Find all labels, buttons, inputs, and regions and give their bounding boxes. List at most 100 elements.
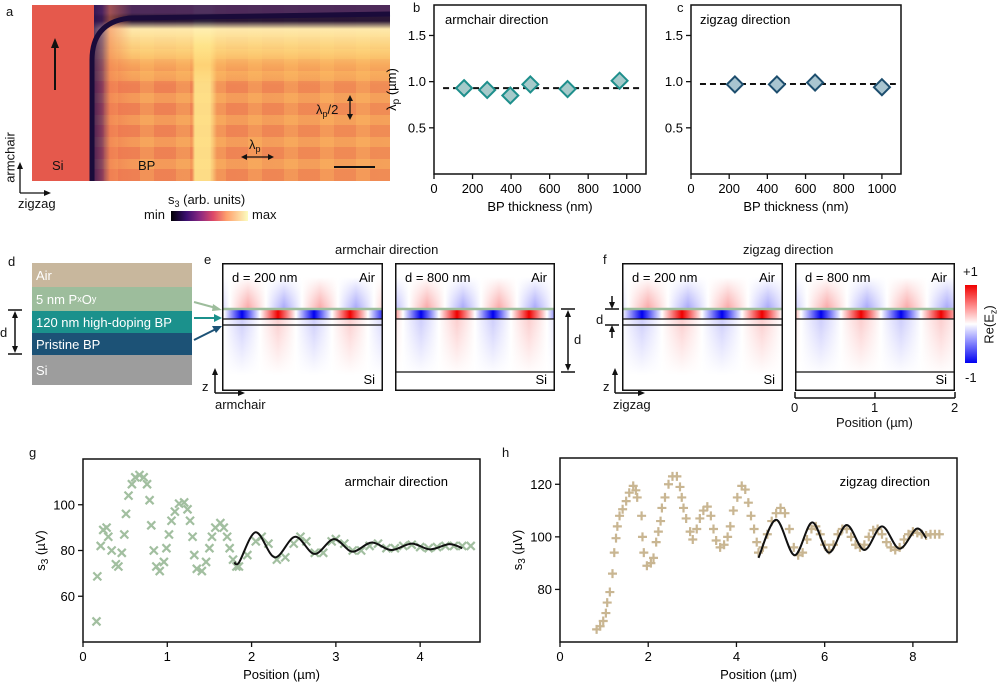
x-tick-label: 0 [79, 649, 86, 664]
x-tick-label: 4 [417, 649, 424, 664]
unit: (arb. units) [179, 192, 246, 207]
x-tick-label: 1000 [867, 181, 896, 196]
fit-curve [233, 531, 463, 566]
z-axis-label: z [603, 379, 610, 394]
data-point [179, 497, 189, 508]
data-point [767, 75, 787, 94]
data-point [664, 479, 674, 489]
data-point [197, 566, 207, 576]
data-point [877, 529, 887, 539]
data-point [872, 77, 892, 97]
data-point [618, 504, 628, 514]
data-point [805, 73, 825, 92]
arrow-head-icon [609, 325, 615, 332]
y-tick-label: 80 [538, 582, 552, 597]
arrow-head-icon [638, 390, 645, 396]
layer-air: Air [32, 263, 192, 287]
y-tick-label: 80 [61, 543, 75, 558]
wavelength-label: λp [249, 137, 261, 154]
data-point [159, 557, 169, 567]
data-point [695, 513, 705, 523]
data-point [161, 543, 172, 553]
data-point [651, 537, 661, 547]
field-map: d = 200 nm Air Si [622, 263, 783, 391]
plasmon-field-band [622, 310, 783, 319]
data-point [631, 485, 641, 495]
x-tick-label: 0 [687, 181, 694, 196]
data-point [653, 527, 663, 537]
arrow-head-icon [212, 326, 222, 333]
z-axis-label: z [202, 379, 209, 394]
data-point [607, 569, 617, 579]
si-region [32, 5, 94, 181]
arrow-head-icon [241, 154, 247, 160]
data-point [101, 522, 112, 533]
y-tick-label: 1.0 [665, 74, 683, 89]
pristine-pointer-arrow [193, 328, 217, 341]
data-point [743, 498, 753, 508]
y-label-subscript: p [391, 98, 402, 104]
data-point [310, 548, 320, 558]
data-point [144, 495, 155, 505]
data-point [149, 545, 159, 556]
data-point [615, 511, 625, 521]
arrow-head-icon [214, 314, 222, 322]
y-label-unit: (µV) [510, 530, 525, 558]
panel-label-b: b [413, 0, 421, 15]
data-point [339, 538, 350, 549]
data-point [192, 564, 202, 574]
x-tick-label: 400 [500, 181, 522, 196]
lambda-symbol: λ [249, 137, 256, 152]
data-point [92, 571, 103, 582]
data-point [280, 552, 291, 563]
x-tick-label: 4 [733, 649, 740, 664]
data-point [711, 536, 721, 546]
data-point [457, 541, 468, 551]
position-axis-label: Position (µm) [836, 415, 913, 430]
data-point [612, 521, 622, 531]
data-point [146, 520, 157, 531]
data-point [709, 524, 719, 534]
data-point [127, 479, 137, 489]
arrow-head-icon [12, 311, 18, 318]
colorbar-a [171, 211, 248, 221]
data-point [500, 86, 520, 105]
x-tick-label: 200 [718, 181, 740, 196]
armchair-axis-label: armchair [215, 397, 266, 412]
data-point [610, 71, 630, 91]
layer-si: Si [32, 355, 192, 385]
data-point [182, 504, 193, 515]
field-map: d = 800 nm Air Si [795, 263, 955, 391]
data-point [185, 515, 195, 526]
arrow-head-icon [212, 304, 222, 311]
data-point [595, 621, 605, 631]
arrow-head-icon [51, 38, 59, 48]
data-point [142, 479, 152, 489]
thickness-value-label: d = 200 nm [632, 270, 697, 285]
arrow-head-icon [17, 162, 23, 169]
data-point [798, 548, 808, 558]
x-tick-label: 600 [539, 181, 561, 196]
air-label: Air [531, 270, 548, 285]
y-axis-label: s3 (µV) [510, 530, 528, 571]
data-point [116, 548, 127, 558]
direction-annotation: zigzag direction [700, 12, 790, 27]
si-label: Si [52, 158, 64, 173]
subscript: p [255, 144, 261, 154]
arrow-head-icon [565, 310, 571, 317]
data-point [921, 531, 931, 541]
x-axis-label: BP thickness (nm) [743, 199, 848, 214]
data-point [621, 496, 631, 506]
data-point [347, 545, 358, 556]
x-axis-label: Position (µm) [243, 667, 320, 682]
data-point [288, 538, 299, 549]
zigzag-axis-label: zigzag [613, 397, 651, 412]
data-point [609, 548, 619, 558]
data-point [672, 471, 682, 481]
x-tick-label: 8 [909, 649, 916, 664]
data-point [222, 531, 232, 542]
data-point [138, 472, 149, 483]
data-point [656, 516, 666, 526]
map-frame [795, 263, 955, 391]
